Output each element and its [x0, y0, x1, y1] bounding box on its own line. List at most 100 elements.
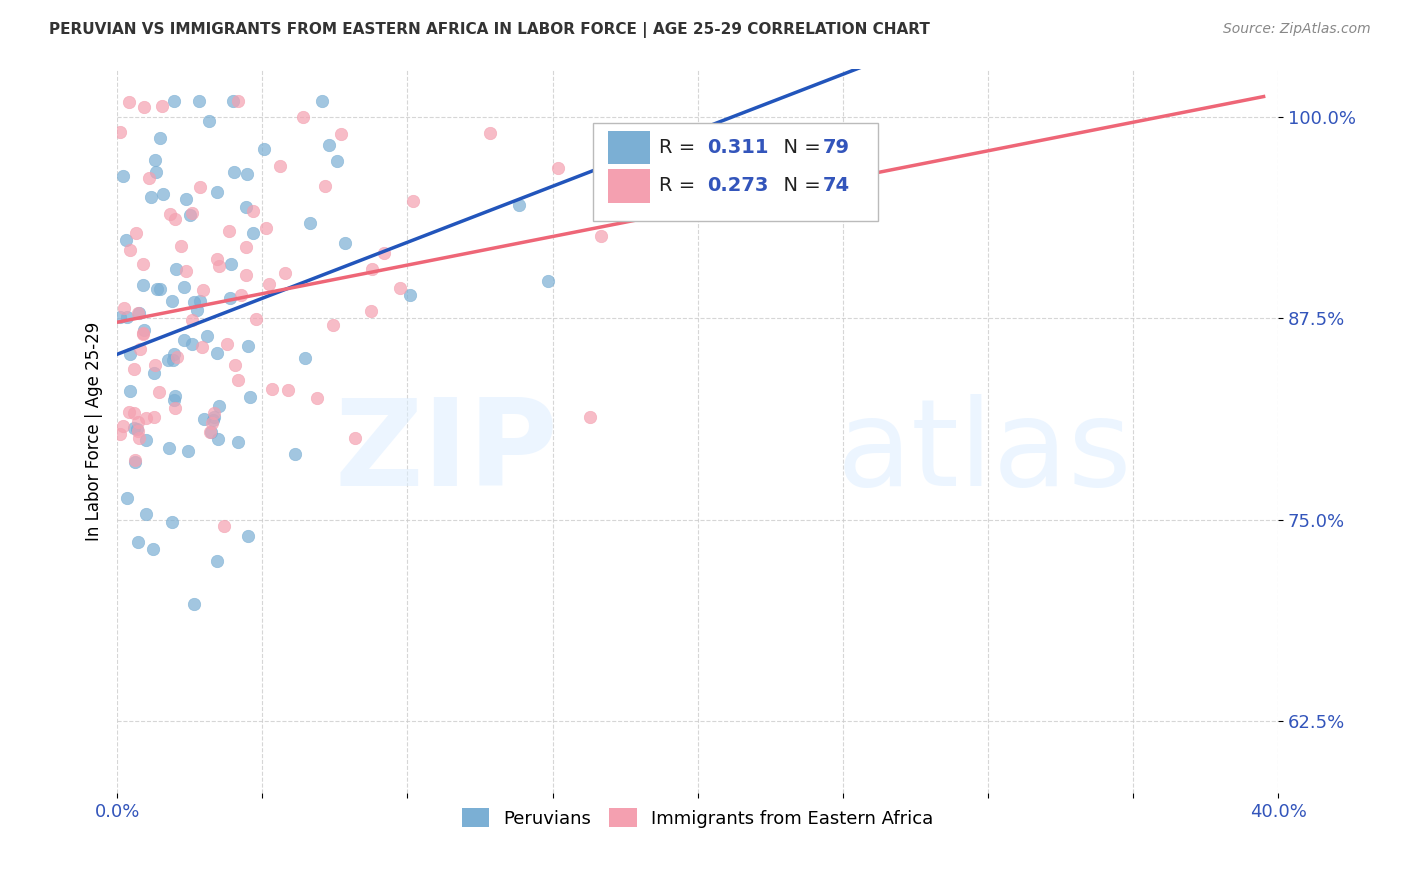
Point [112, 169, 135, 183]
Point [537, 274, 560, 288]
Point [318, 138, 340, 153]
Point [236, 339, 259, 353]
Point [402, 194, 425, 209]
Point [284, 447, 307, 461]
Point [127, 415, 149, 429]
Point [360, 303, 382, 318]
Point [160, 515, 183, 529]
Point [132, 257, 155, 271]
Point [163, 347, 186, 361]
Point [129, 342, 152, 356]
Point [242, 227, 264, 241]
Point [117, 310, 139, 325]
Point [145, 165, 167, 179]
Point [149, 282, 172, 296]
Point [205, 185, 228, 199]
Point [307, 392, 329, 406]
Point [127, 534, 149, 549]
Point [118, 95, 141, 110]
Legend: Peruvians, Immigrants from Eastern Africa: Peruvians, Immigrants from Eastern Afric… [454, 801, 941, 835]
Point [298, 216, 321, 230]
Text: Source: ZipAtlas.com: Source: ZipAtlas.com [1223, 22, 1371, 37]
Point [294, 351, 316, 366]
Point [202, 406, 225, 420]
Point [260, 382, 283, 396]
Point [108, 310, 131, 324]
Point [120, 384, 142, 398]
Point [200, 425, 222, 439]
Point [224, 358, 246, 372]
Point [162, 94, 184, 108]
Point [314, 178, 336, 193]
Point [138, 171, 160, 186]
Point [157, 441, 180, 455]
Point [218, 224, 240, 238]
Point [208, 399, 231, 413]
Point [108, 124, 131, 138]
Point [118, 405, 141, 419]
Point [180, 205, 202, 219]
Point [191, 284, 214, 298]
Point [399, 288, 422, 302]
Point [322, 318, 344, 332]
Point [132, 327, 155, 342]
Point [132, 326, 155, 341]
Point [208, 259, 231, 273]
Text: N =: N = [770, 177, 827, 195]
Point [257, 277, 280, 291]
Point [122, 361, 145, 376]
Point [135, 410, 157, 425]
Point [219, 257, 242, 271]
Point [135, 433, 157, 447]
Point [239, 391, 262, 405]
Point [188, 294, 211, 309]
Point [111, 419, 134, 434]
Point [174, 264, 197, 278]
Point [207, 554, 229, 568]
Point [146, 281, 169, 295]
Point [198, 114, 221, 128]
Point [143, 153, 166, 167]
Point [274, 267, 297, 281]
Point [187, 94, 209, 108]
Point [170, 238, 193, 252]
Point [180, 313, 202, 327]
Point [218, 291, 240, 305]
Point [143, 366, 166, 380]
Point [142, 409, 165, 424]
Point [127, 425, 149, 439]
Point [125, 422, 148, 436]
Point [235, 268, 257, 282]
Point [547, 161, 569, 175]
Point [122, 406, 145, 420]
Point [201, 417, 224, 431]
Point [193, 411, 215, 425]
Point [163, 389, 186, 403]
Point [188, 180, 211, 194]
Point [226, 94, 249, 108]
Point [202, 412, 225, 426]
Point [231, 288, 253, 302]
Point [148, 385, 170, 400]
Point [118, 347, 141, 361]
Point [186, 303, 208, 318]
Point [166, 350, 188, 364]
Point [222, 94, 245, 108]
Point [132, 277, 155, 292]
Point [132, 323, 155, 337]
Point [160, 293, 183, 308]
Point [202, 409, 225, 424]
Point [236, 167, 259, 181]
Point [163, 392, 186, 407]
Point [115, 491, 138, 505]
Point [112, 301, 135, 315]
Text: PERUVIAN VS IMMIGRANTS FROM EASTERN AFRICA IN LABOR FORCE | AGE 25-29 CORRELATIO: PERUVIAN VS IMMIGRANTS FROM EASTERN AFRI… [49, 22, 931, 38]
Point [124, 455, 146, 469]
Point [224, 165, 246, 179]
Point [253, 142, 276, 156]
Point [389, 281, 412, 295]
Point [150, 99, 173, 113]
Point [200, 425, 222, 440]
Point [124, 452, 146, 467]
Point [205, 346, 228, 360]
